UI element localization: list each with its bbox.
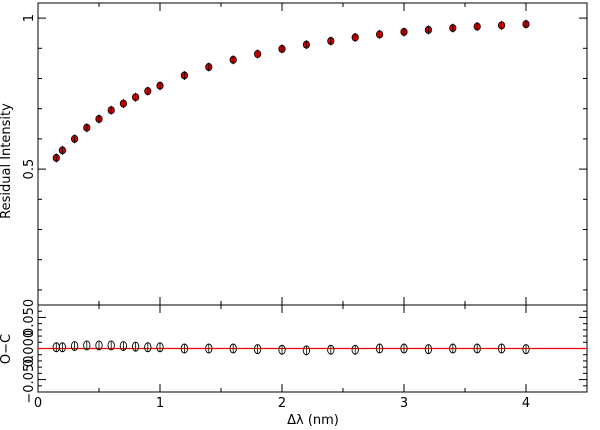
residual-point (144, 342, 152, 353)
x-tick-label: 1 (156, 396, 164, 411)
residual-point (278, 344, 286, 355)
residual-point (424, 344, 433, 355)
residual-point (70, 341, 79, 351)
bottom-y-tick-label: 0.050 (22, 299, 37, 336)
residual-point (327, 344, 335, 355)
x-axis-title: Δλ (nm) (287, 413, 339, 428)
residual-point (497, 343, 506, 354)
residual-point (449, 343, 457, 354)
residual-point (351, 344, 359, 355)
residual-point (253, 344, 262, 355)
top-y-axis-title: Residual Intensity (0, 103, 14, 219)
residual-point (95, 340, 103, 351)
residual-point (375, 343, 384, 354)
residual-point (156, 342, 164, 353)
x-tick-label: 4 (522, 396, 530, 411)
x-tick-label: 0 (34, 396, 42, 411)
residual-point (131, 341, 140, 352)
x-tick-label: 3 (400, 396, 408, 411)
residual-point (205, 343, 213, 354)
top-y-tick-label: 0.5 (22, 159, 37, 180)
top-frame (37, 2, 588, 306)
bottom-y-axis-title: O−C (0, 334, 14, 364)
residual-point (58, 342, 67, 353)
top-panel: 0.51 (22, 2, 588, 306)
residual-point (107, 340, 115, 351)
residual-point (119, 341, 128, 351)
x-tick-label: 2 (278, 396, 286, 411)
residual-point (83, 340, 91, 351)
top-y-tick-label: 1 (22, 14, 37, 22)
residual-point (522, 344, 530, 355)
residual-point (229, 343, 237, 354)
residual-point (473, 343, 481, 354)
bottom-y-tick-label: 0.000 (22, 330, 37, 367)
residual-point (302, 345, 311, 356)
residual-point (180, 343, 189, 354)
residual-point (400, 343, 408, 354)
bottom-y-tick-label: −0.050 (22, 356, 37, 404)
